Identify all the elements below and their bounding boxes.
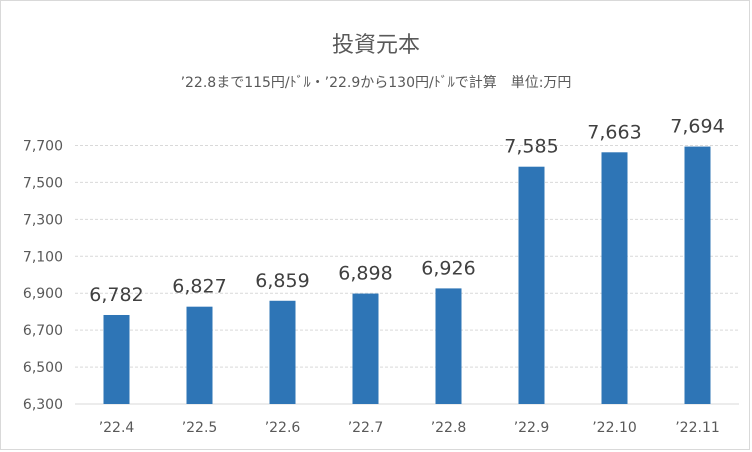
chart-subtitle: ’22.8まで115円/ﾄﾞﾙ・’22.9から130円/ﾄﾞﾙで計算 単位:万円 bbox=[180, 75, 572, 91]
bar bbox=[684, 146, 711, 405]
bar bbox=[186, 306, 213, 404]
data-label: 6,859 bbox=[255, 270, 309, 292]
x-tick-label: ’22.6 bbox=[265, 420, 301, 436]
x-tick-label: ’22.8 bbox=[431, 420, 467, 436]
data-label: 6,926 bbox=[421, 257, 475, 279]
x-tick-label: ’22.4 bbox=[99, 420, 135, 436]
y-tick-label: 7,500 bbox=[23, 175, 63, 191]
data-label: 7,694 bbox=[670, 116, 724, 138]
bar bbox=[352, 293, 379, 404]
bar bbox=[601, 152, 628, 404]
x-tick-label: ’22.11 bbox=[675, 420, 720, 436]
y-tick-label: 7,300 bbox=[23, 212, 63, 228]
y-tick-label: 6,500 bbox=[23, 360, 63, 376]
y-tick-label: 6,300 bbox=[23, 397, 63, 413]
bar bbox=[518, 166, 545, 404]
bar bbox=[103, 314, 130, 404]
x-tick-label: ’22.9 bbox=[514, 420, 550, 436]
y-tick-label: 7,700 bbox=[23, 138, 63, 154]
y-tick-label: 6,700 bbox=[23, 323, 63, 339]
bar bbox=[435, 288, 462, 404]
chart-title: 投資元本 bbox=[331, 33, 420, 58]
x-tick-label: ’22.5 bbox=[182, 420, 218, 436]
y-tick-label: 7,100 bbox=[23, 249, 63, 265]
data-label: 6,827 bbox=[172, 276, 226, 298]
data-label: 6,898 bbox=[338, 263, 392, 285]
x-tick-label: ’22.10 bbox=[592, 420, 637, 436]
bar bbox=[269, 300, 296, 404]
x-tick-label: ’22.7 bbox=[348, 420, 384, 436]
data-label: 7,585 bbox=[504, 136, 558, 158]
data-label: 7,663 bbox=[587, 121, 641, 143]
data-label: 6,782 bbox=[89, 284, 143, 306]
y-tick-label: 6,900 bbox=[23, 286, 63, 302]
